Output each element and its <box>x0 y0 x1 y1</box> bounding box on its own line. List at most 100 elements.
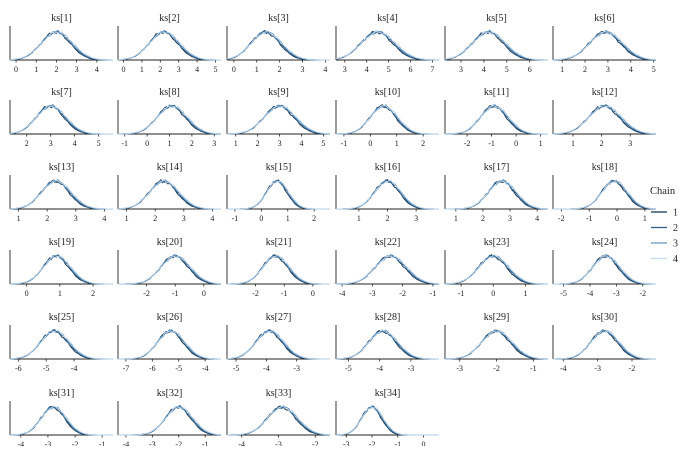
x-tick-label: 4 <box>323 65 327 74</box>
density-line-chain-1 <box>118 105 222 135</box>
x-tick-label: -4 <box>263 364 270 373</box>
density-line-chain-4 <box>117 105 221 135</box>
panel-title: ks[16] <box>375 162 401 173</box>
density-line-chain-4 <box>553 255 657 285</box>
x-tick-label: -3 <box>45 440 52 446</box>
x-tick-label: -4 <box>339 289 346 298</box>
panel-23: ks[23] -1 0 1 <box>444 237 549 298</box>
panel-17: ks[17] 1 2 3 4 <box>444 162 549 223</box>
density-line-chain-1 <box>9 255 113 285</box>
panel-29: ks[29] -3 -2 -1 <box>444 312 549 373</box>
x-tick-label: 1 <box>34 65 38 74</box>
panel-title: ks[6] <box>594 13 615 24</box>
density-line-chain-4 <box>336 104 439 135</box>
panel-title: ks[13] <box>49 162 75 173</box>
panel-18: ks[18] -2 -1 0 1 <box>552 162 657 223</box>
x-tick-label: -5 <box>43 364 50 373</box>
density-line-chain-4 <box>226 30 330 61</box>
x-tick-label: 1 <box>234 139 238 148</box>
x-tick-label: -1 <box>530 364 537 373</box>
density-line-chain-3 <box>553 329 657 360</box>
panel-title: ks[20] <box>157 237 183 248</box>
density-line-chain-3 <box>335 253 440 285</box>
x-tick-label: 1 <box>255 65 259 74</box>
density-line-chain-1 <box>9 406 113 436</box>
panel-title: ks[22] <box>375 237 401 248</box>
x-tick-label: 3 <box>212 139 216 148</box>
panel-5: ks[5] 3 4 5 6 <box>444 13 549 74</box>
x-tick-label: 3 <box>301 65 305 74</box>
x-tick-label: 2 <box>25 139 29 148</box>
panel-title: ks[29] <box>484 312 510 323</box>
x-tick-label: 0 <box>615 214 619 223</box>
density-line-chain-4 <box>9 31 113 61</box>
panel-6: ks[6] 1 2 3 4 5 <box>552 13 657 74</box>
panel-title: ks[12] <box>592 87 618 98</box>
x-tick-label: 2 <box>583 65 587 74</box>
density-line-chain-2 <box>553 329 656 360</box>
density-line-chain-3 <box>10 406 113 436</box>
density-line-chain-2 <box>552 30 656 61</box>
x-tick-label: -6 <box>15 364 22 373</box>
x-tick-label: 3 <box>343 65 347 74</box>
x-tick-label: -5 <box>560 289 567 298</box>
x-tick-label: 4 <box>300 139 304 148</box>
x-tick-label: -1 <box>430 289 437 298</box>
density-line-chain-2 <box>9 30 113 61</box>
panel-title: ks[26] <box>157 312 183 323</box>
density-line-chain-4 <box>335 30 439 61</box>
panel-31: ks[31] -4 -3 -2 -1 <box>9 388 113 449</box>
density-line-chain-3 <box>118 329 221 360</box>
x-tick-label: 4 <box>95 65 99 74</box>
x-tick-label: 2 <box>256 139 260 148</box>
density-line-chain-4 <box>9 179 113 210</box>
density-line-chain-2 <box>118 329 221 360</box>
panel-26: ks[26] -7 -6 -5 -4 <box>117 312 222 373</box>
panel-title: ks[3] <box>268 13 289 24</box>
x-tick-label: 1 <box>395 139 399 148</box>
x-tick-label: -4 <box>123 440 130 446</box>
x-tick-label: 2 <box>481 214 485 223</box>
density-line-chain-4 <box>226 105 331 135</box>
x-tick-label: 2 <box>278 65 282 74</box>
x-tick-label: 1 <box>357 214 361 223</box>
x-tick-label: 0 <box>491 289 495 298</box>
density-line-chain-1 <box>336 329 439 360</box>
panel-title: ks[30] <box>592 312 618 323</box>
panel-15: ks[15] -1 0 1 2 <box>226 162 330 223</box>
density-line-chain-2 <box>227 179 330 210</box>
x-tick-label: 6 <box>409 65 413 74</box>
x-tick-label: 3 <box>414 214 418 223</box>
density-line-chain-3 <box>552 104 656 135</box>
panel-title: ks[33] <box>266 388 292 399</box>
x-tick-label: 2 <box>421 139 425 148</box>
density-line-chain-3 <box>9 30 114 61</box>
x-tick-label: 3 <box>459 65 463 74</box>
x-tick-label: 5 <box>321 139 325 148</box>
panel-title: ks[25] <box>49 312 75 323</box>
density-line-chain-4 <box>118 406 222 436</box>
density-line-chain-1 <box>118 330 221 360</box>
density-line-chain-1 <box>227 254 330 285</box>
panel-33: ks[33] -4 -3 -2 <box>226 388 331 449</box>
x-tick-label: 3 <box>74 214 78 223</box>
panel-title: ks[11] <box>484 87 509 98</box>
density-line-chain-4 <box>553 180 657 210</box>
x-tick-label: -1 <box>394 440 401 446</box>
density-line-chain-3 <box>117 30 221 61</box>
x-tick-label: -2 <box>639 289 646 298</box>
density-line-chain-1 <box>444 31 548 61</box>
density-line-chain-4 <box>444 31 548 61</box>
x-tick-label: -1 <box>232 214 239 223</box>
x-tick-label: 4 <box>73 139 77 148</box>
x-tick-label: -4 <box>202 364 209 373</box>
x-tick-label: -3 <box>293 364 300 373</box>
x-tick-label: -2 <box>175 440 182 446</box>
x-tick-label: 2 <box>54 65 58 74</box>
x-tick-label: -5 <box>345 364 352 373</box>
legend-label-chain-1: 1 <box>673 208 678 219</box>
density-line-chain-4 <box>552 330 656 360</box>
x-tick-label: 2 <box>153 214 157 223</box>
x-tick-label: 1 <box>125 214 129 223</box>
x-tick-label: 4 <box>629 65 633 74</box>
